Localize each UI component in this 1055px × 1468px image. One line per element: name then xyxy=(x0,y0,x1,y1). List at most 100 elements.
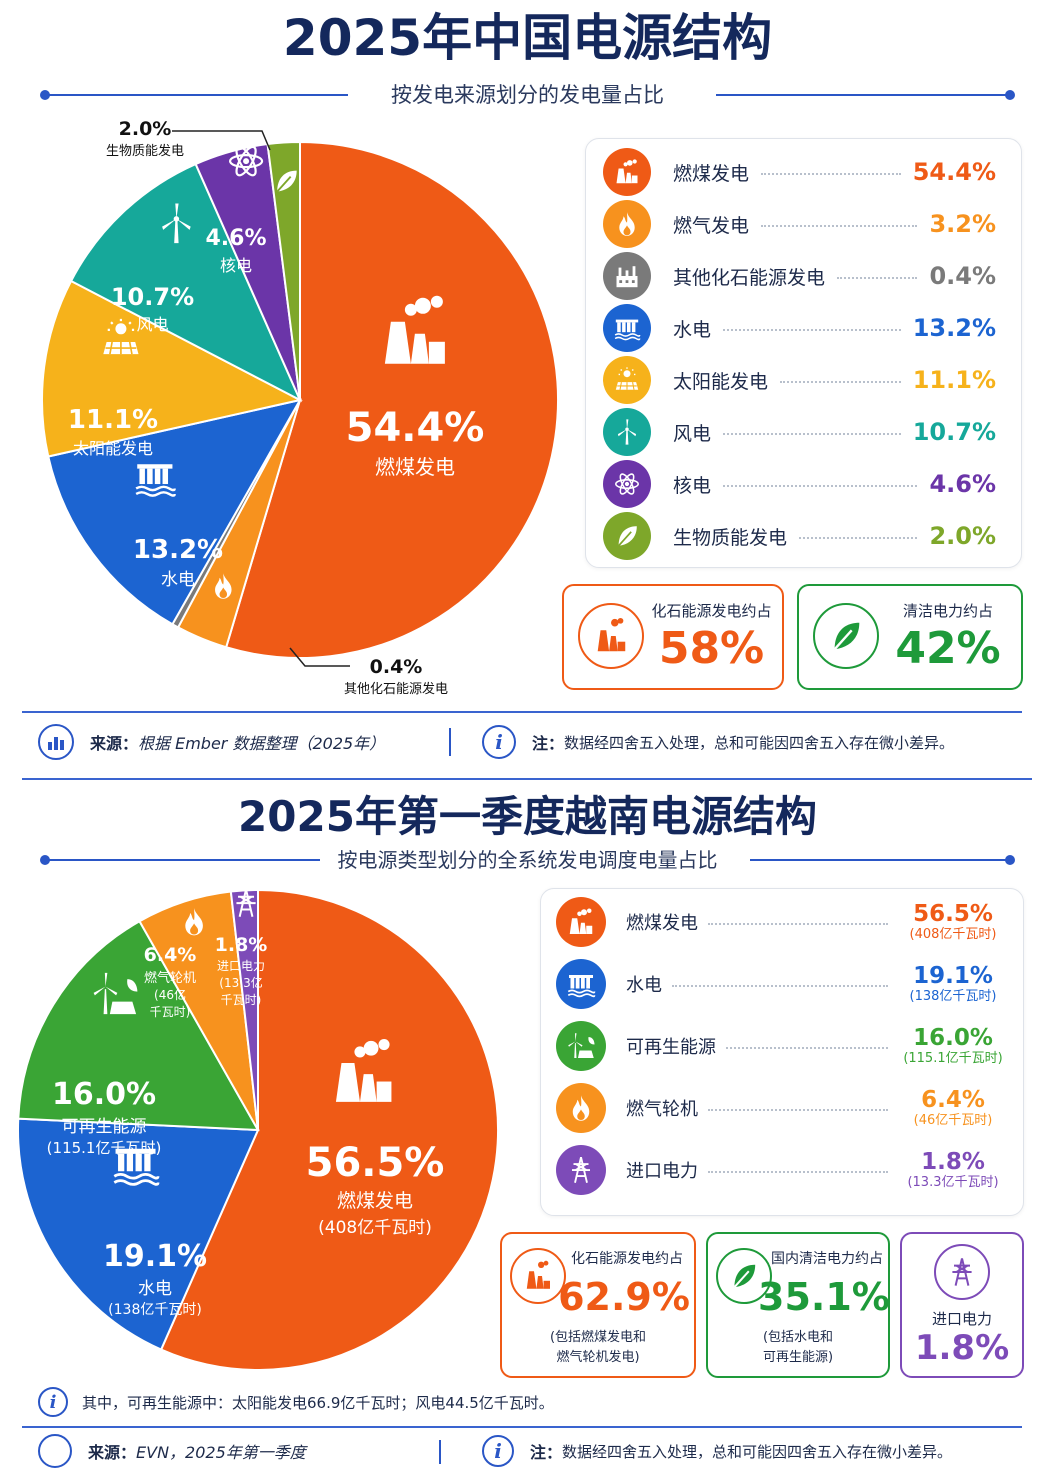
flame-icon xyxy=(603,200,651,248)
section2-source-text: EVN，2025年第一季度 xyxy=(136,1443,306,1462)
pie2-label-gas-energy-2: 千瓦时) xyxy=(149,1005,191,1019)
pie2-label-hydro-name: 水电 xyxy=(138,1279,172,1299)
section1-note-label: 注： xyxy=(532,734,565,753)
legend2-value: 16.0% xyxy=(913,1025,993,1051)
pie1-annotation-biomass: 2.0% 生物质能发电 xyxy=(90,118,200,159)
pie1-label-solar: 11.1% 太阳能发电 xyxy=(58,405,168,459)
flame-icon xyxy=(185,908,203,936)
legend2-item: 可再生能源 16.0% (115.1亿千瓦时) xyxy=(556,1021,1008,1071)
wind-solar-icon xyxy=(556,1021,606,1071)
pie-slice-2 xyxy=(17,919,260,1132)
pie-slice-4 xyxy=(229,888,259,1131)
solar-panel-icon xyxy=(103,318,139,355)
legend1-value: 54.4% xyxy=(912,158,996,186)
pie2-label-import-energy-2: 千瓦时) xyxy=(220,993,262,1007)
pie2-label-renewable-value: 16.0% xyxy=(51,1077,157,1112)
section1-footer-divider xyxy=(449,728,451,756)
pie1-label-hydro-value: 13.2% xyxy=(132,535,224,565)
legend1-item: 燃气发电 3.2% xyxy=(603,200,996,248)
leaf-icon xyxy=(276,170,297,193)
pie2-label-coal: 56.5% 燃煤发电 (408亿千瓦时) xyxy=(290,1140,460,1238)
section2-renewable-note-text: 其中，可再生能源中：太阳能发电66.9亿千瓦时；风电44.5亿千瓦时。 xyxy=(82,1393,554,1412)
legend1-item: 燃煤发电 54.4% xyxy=(603,148,996,196)
pie2-label-coal-energy: (408亿千瓦时) xyxy=(318,1218,432,1238)
info-icon: i xyxy=(38,1387,68,1417)
section1-note-text: 数据经四舍五入处理，总和可能因四舍五入存在微小差异。 xyxy=(564,733,955,752)
power-tower-icon xyxy=(556,1145,606,1195)
legend1-item: 风电 10.7% xyxy=(603,408,996,456)
section1-note: i 注： 数据经四舍五入处理，总和可能因四舍五入存在微小差异。 xyxy=(482,722,954,762)
legend2-name: 可再生能源 xyxy=(626,1037,716,1058)
pie-slice-0 xyxy=(224,140,559,659)
leaf-icon xyxy=(833,622,860,651)
section2-note: i 注： 数据经四舍五入处理，总和可能因四舍五入存在微小差异。 xyxy=(482,1434,952,1468)
section2-source-label: 来源： xyxy=(88,1443,137,1462)
pie1-annotation-other-fossil-value: 0.4% xyxy=(369,656,423,678)
pie1-leader-lines xyxy=(172,130,350,667)
section2-summary-clean: 国内清洁电力约占 35.1% (包括水电和 可再生能源) xyxy=(706,1232,890,1378)
legend1-item: 其他化石能源发电 0.4% xyxy=(603,252,996,300)
summary2-clean-value: 35.1% xyxy=(758,1275,890,1319)
power-tower-icon xyxy=(952,1258,972,1286)
dam-icon xyxy=(113,1148,160,1186)
section2-subtitle-row: 按电源类型划分的全系统发电调度电量占比 xyxy=(40,845,1015,875)
section1-source-label: 来源： xyxy=(90,734,139,753)
solar-panel-icon xyxy=(603,356,651,404)
legend1-name: 核电 xyxy=(673,474,712,497)
legend2-name: 水电 xyxy=(626,975,662,996)
pie2-label-hydro-value: 19.1% xyxy=(102,1239,208,1274)
factory-icon xyxy=(603,148,651,196)
section1-subtitle: 按发电来源划分的发电量占比 xyxy=(391,83,664,107)
leaf-icon xyxy=(603,512,651,560)
legend1-item: 太阳能发电 11.1% xyxy=(603,356,996,404)
legend1-name: 生物质能发电 xyxy=(673,526,788,549)
legend1-name: 燃煤发电 xyxy=(673,162,750,185)
legend2-energy: (408亿千瓦时) xyxy=(909,927,997,942)
wind-turbine-icon xyxy=(603,408,651,456)
pie1-label-coal-name: 燃煤发电 xyxy=(375,455,455,479)
chart-bar-icon xyxy=(38,1434,72,1468)
pie1-label-nuclear: 4.6% 核电 xyxy=(196,226,276,276)
legend1-value: 4.6% xyxy=(929,470,996,498)
pie-slice-4 xyxy=(41,279,303,458)
pie2-label-renewable-energy: (115.1亿千瓦时) xyxy=(46,1139,162,1157)
pie2-label-gas: 6.4% 燃气轮机 (46亿 千瓦时) xyxy=(130,944,210,1020)
legend1-value: 11.1% xyxy=(912,366,996,394)
legend2-name: 进口电力 xyxy=(626,1161,698,1182)
section2-subtitle: 按电源类型划分的全系统发电调度电量占比 xyxy=(337,848,718,872)
pie2-label-coal-value: 56.5% xyxy=(305,1140,445,1186)
pie1-annotation-biomass-value: 2.0% xyxy=(118,118,172,140)
legend2-name: 燃煤发电 xyxy=(626,913,698,934)
summary2-import-icon-circle xyxy=(934,1244,990,1300)
legend2-value: 6.4% xyxy=(921,1087,985,1113)
section1-title: 2025年中国电源结构 xyxy=(282,9,773,67)
chart-bar-icon xyxy=(38,724,74,760)
summary2-import-value: 1.8% xyxy=(914,1328,1010,1368)
legend1-name: 水电 xyxy=(673,318,712,341)
legend1-value: 2.0% xyxy=(929,522,996,550)
section2-renewable-note: i 其中，可再生能源中：太阳能发电66.9亿千瓦时；风电44.5亿千瓦时。 xyxy=(38,1385,554,1419)
factory-icon xyxy=(335,1038,392,1102)
factory-icon xyxy=(384,295,445,364)
section2-note-text: 数据经四舍五入处理，总和可能因四舍五入存在微小差异。 xyxy=(562,1442,953,1461)
section1-footer-topline xyxy=(22,711,1022,713)
pie1-label-wind-value: 10.7% xyxy=(110,283,195,311)
section1-source-text: 根据 Ember 数据整理（2025年） xyxy=(138,734,386,753)
leaf-icon xyxy=(733,1264,756,1288)
oil-refinery-icon xyxy=(603,252,651,300)
summary2-fossil-icon-circle xyxy=(510,1248,566,1304)
section2-footer-divider xyxy=(439,1440,441,1464)
summary1-clean-value: 42% xyxy=(895,623,1001,674)
power-tower-icon xyxy=(236,889,256,917)
summary2-clean-icon-circle xyxy=(716,1248,772,1304)
section2-summary-import: 进口电力 1.8% xyxy=(900,1232,1024,1378)
pie-slice-5 xyxy=(69,162,303,403)
factory-icon xyxy=(526,1260,550,1289)
section2-source: 来源： EVN，2025年第一季度 xyxy=(38,1434,306,1468)
pie1-label-solar-value: 11.1% xyxy=(67,405,159,435)
summary1-fossil-label: 化石能源发电约占 xyxy=(651,602,772,620)
wind-solar-icon xyxy=(93,972,138,1015)
pie2-label-import-energy-1: (13.3亿 xyxy=(219,976,263,990)
pie-slice-1 xyxy=(17,1117,260,1351)
pie1-annotation-other-fossil-name: 其他化石能源发电 xyxy=(343,682,448,697)
